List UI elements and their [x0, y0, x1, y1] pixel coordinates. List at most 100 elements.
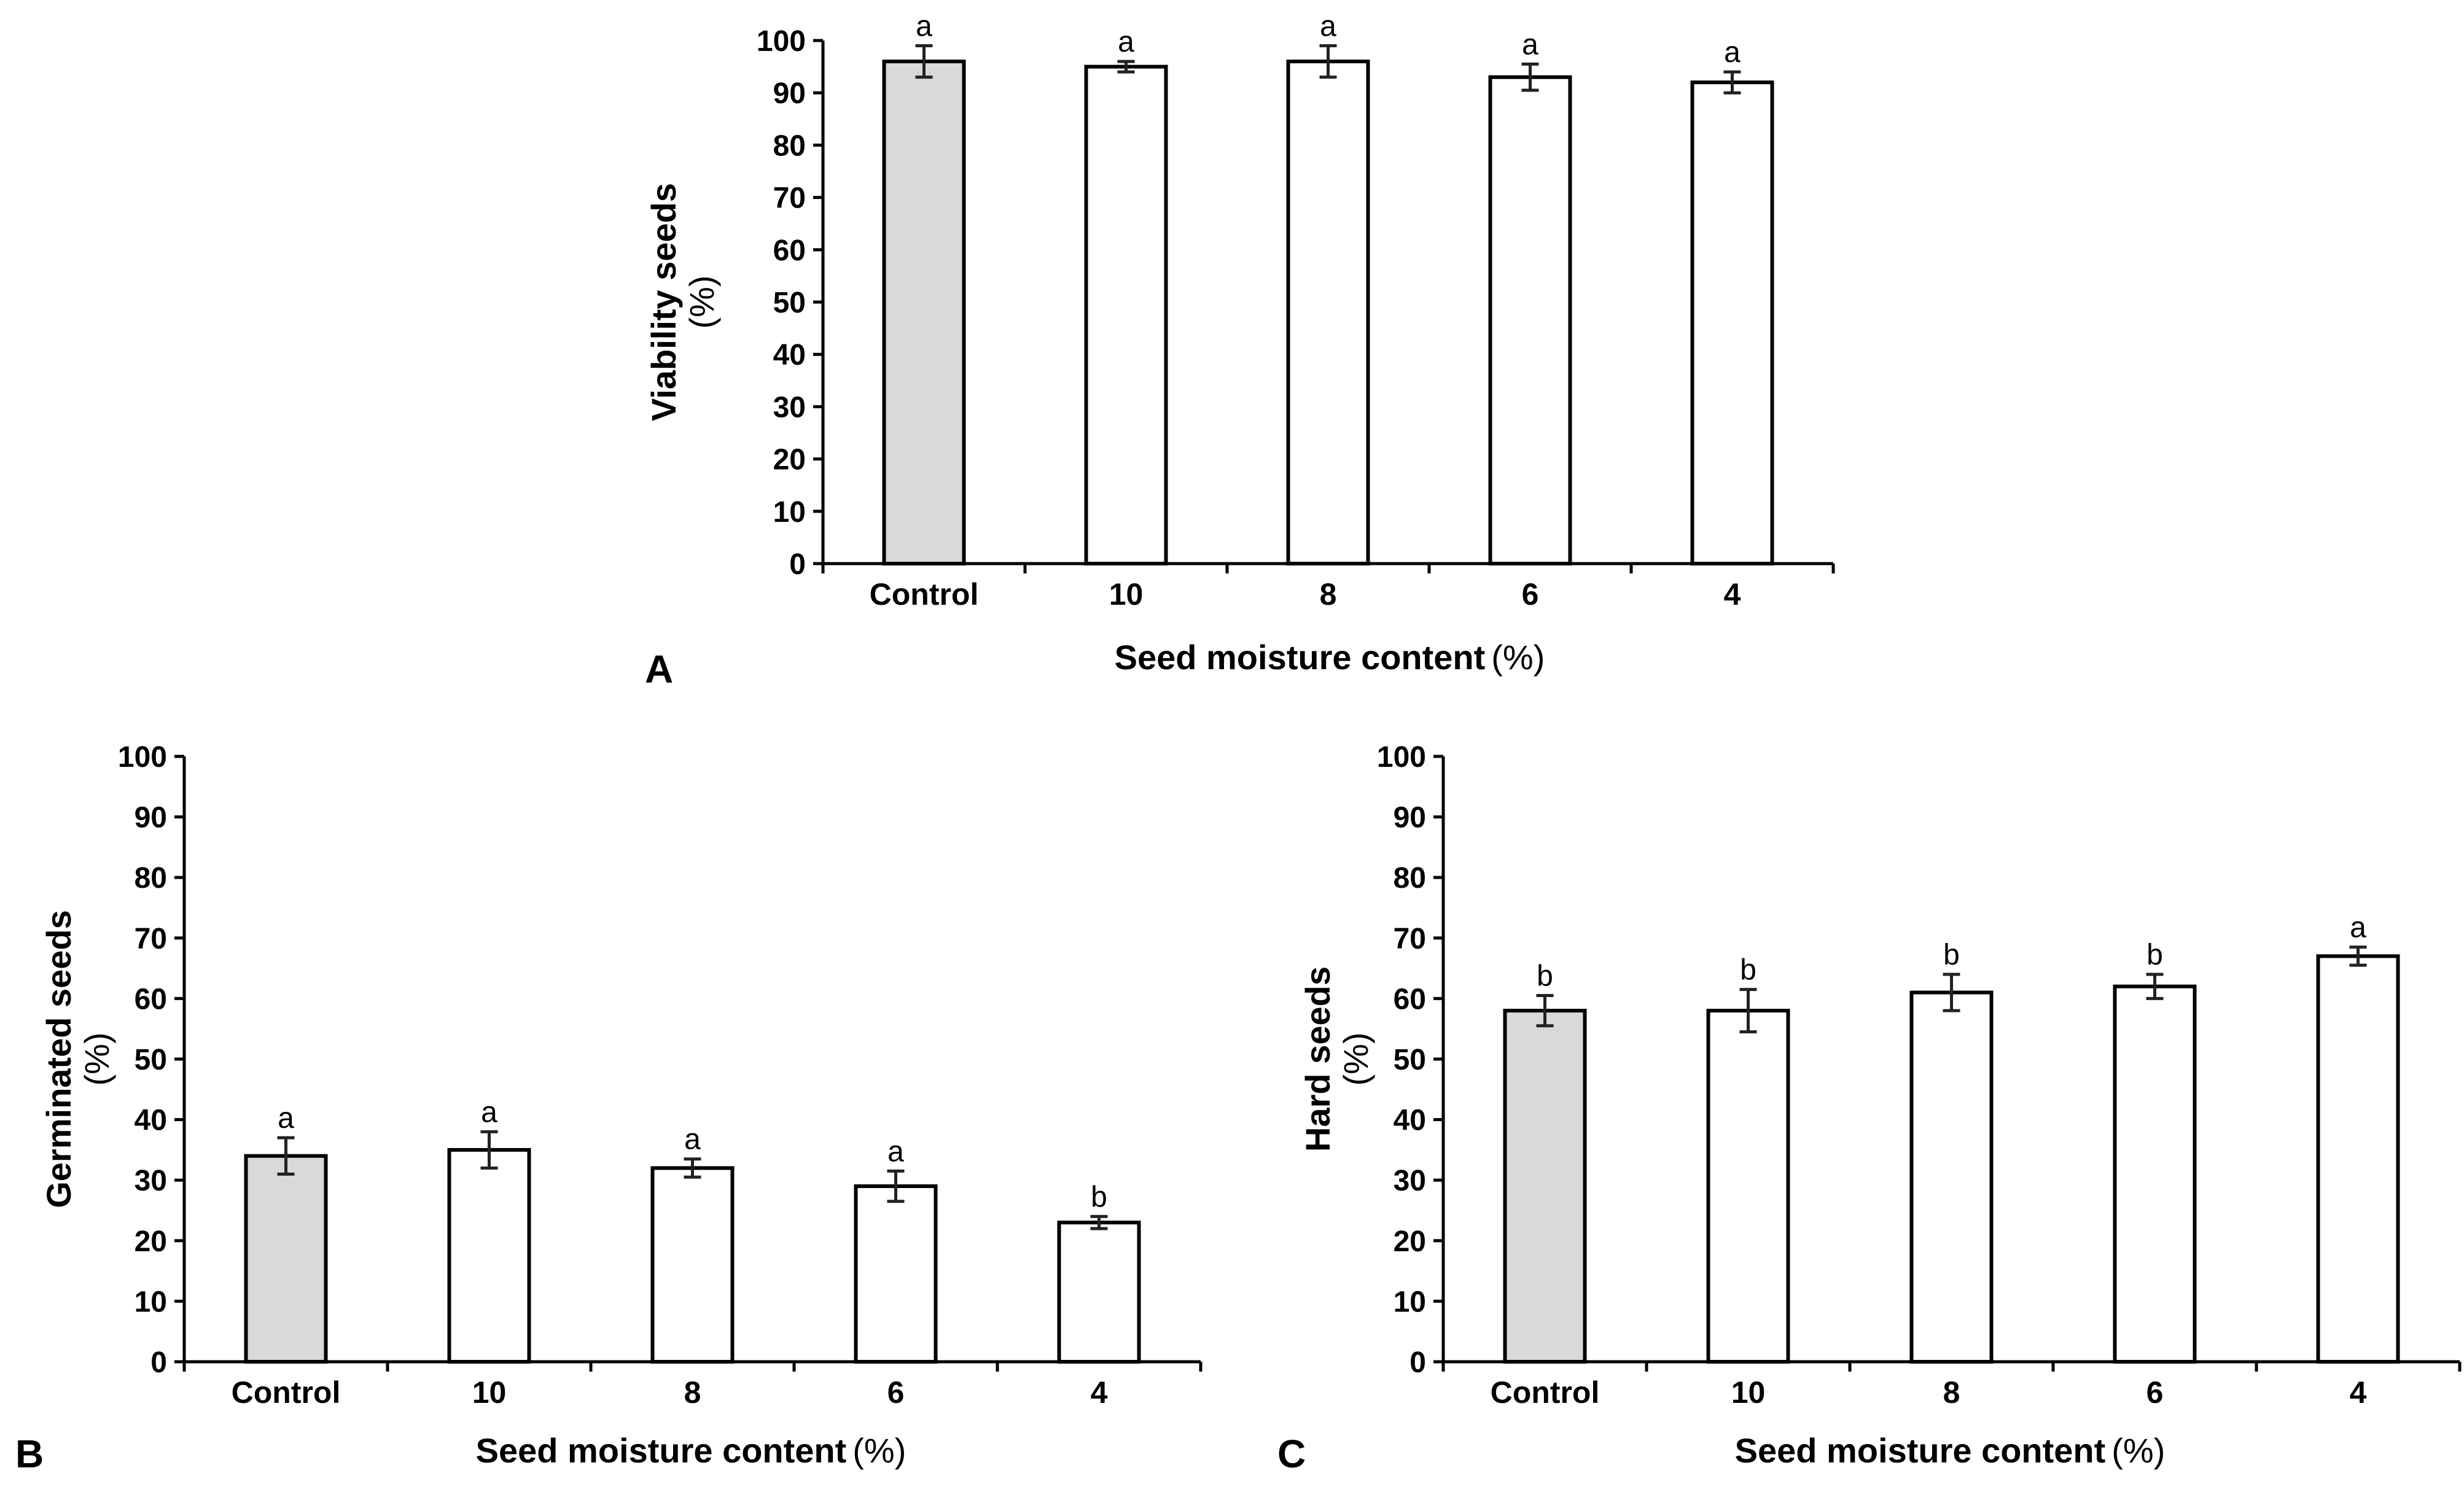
significance-letter: a — [278, 1102, 294, 1135]
y-tick-label: 50 — [1394, 1044, 1426, 1076]
x-axis-title-text: Seed moisture content — [1735, 1431, 2106, 1470]
y-tick-label: 90 — [773, 77, 806, 110]
y-tick-label: 20 — [135, 1225, 167, 1258]
significance-letter: a — [1724, 36, 1741, 69]
y-tick-label: 60 — [773, 235, 806, 267]
y-axis-title: Germinated seeds — [39, 910, 78, 1208]
bar — [1690, 80, 1774, 566]
y-tick-label: 90 — [135, 802, 167, 834]
bar — [854, 1184, 938, 1364]
bar — [244, 1154, 328, 1364]
x-tick-label: Control — [870, 577, 979, 611]
y-tick-label: 20 — [1394, 1225, 1426, 1258]
bar — [1286, 60, 1370, 565]
y-tick-label: 0 — [1409, 1346, 1426, 1379]
x-tick-label: 6 — [2146, 1375, 2164, 1410]
y-axis-title: Hard seeds — [1298, 966, 1337, 1152]
bar — [882, 60, 966, 565]
y-axis-title: Viability seeds — [644, 183, 683, 421]
y-tick-label: 70 — [1394, 923, 1426, 955]
bar — [2316, 954, 2400, 1364]
significance-letter: b — [1740, 954, 1756, 987]
x-tick-label: Control — [1491, 1375, 1600, 1410]
significance-letter: a — [684, 1124, 701, 1156]
y-axis-unit: (%) — [1336, 1032, 1375, 1085]
x-axis-title: Seed moisture content (%) — [476, 1431, 906, 1470]
y-tick-label: 50 — [135, 1044, 167, 1076]
x-tick-label: 8 — [1320, 577, 1337, 611]
y-tick-label: 10 — [135, 1286, 167, 1318]
x-tick-label: 6 — [887, 1375, 905, 1410]
panel-a-viability-chart: 0 10 20 30 40 50 60 70 80 90 100 a Control a 10 a 8 a 6 a 4 V… — [644, 10, 1835, 691]
bar — [447, 1147, 531, 1364]
y-tick-label: 20 — [773, 444, 806, 476]
y-tick-label: 100 — [757, 25, 806, 58]
bar — [2113, 984, 2197, 1364]
y-tick-label: 60 — [135, 983, 167, 1015]
significance-letter: a — [887, 1135, 904, 1168]
bar — [1909, 990, 1994, 1364]
bar — [1706, 1009, 1790, 1364]
y-tick-label: 60 — [1394, 983, 1426, 1015]
x-axis-title: Seed moisture content (%) — [1115, 638, 1545, 677]
panel-c-hard-seeds-chart: 0 10 20 30 40 50 60 70 80 90 100 b Control b 10 b 8 b 6 a 4 H… — [1277, 741, 2462, 1476]
y-axis-unit: (%) — [682, 275, 721, 328]
significance-letter: a — [1522, 28, 1538, 61]
panel-label: B — [15, 1432, 44, 1476]
y-tick-label: 70 — [773, 182, 806, 215]
y-tick-label: 80 — [773, 130, 806, 162]
significance-letter: a — [1320, 10, 1336, 43]
bar — [1057, 1221, 1141, 1364]
x-axis-title-text: Seed moisture content — [1115, 638, 1486, 677]
x-tick-label: 8 — [1943, 1375, 1960, 1410]
significance-letter: b — [2146, 939, 2163, 971]
y-tick-label: 70 — [135, 923, 167, 955]
x-tick-label: 4 — [1091, 1375, 1108, 1410]
significance-letter: b — [1537, 960, 1553, 992]
y-tick-label: 40 — [1394, 1105, 1426, 1137]
x-tick-label: 10 — [1731, 1375, 1766, 1410]
x-tick-label: 4 — [2350, 1375, 2367, 1410]
x-tick-label: 10 — [1109, 577, 1144, 611]
significance-letter: a — [481, 1096, 497, 1128]
significance-letter: b — [1091, 1181, 1107, 1213]
y-axis-unit: (%) — [77, 1032, 116, 1085]
significance-letter: a — [916, 10, 932, 43]
bar — [1084, 64, 1168, 566]
x-tick-label: 8 — [684, 1375, 701, 1410]
significance-letter: b — [1943, 939, 1960, 971]
y-tick-label: 40 — [773, 339, 806, 371]
x-tick-label: 10 — [472, 1375, 507, 1410]
y-tick-label: 100 — [118, 741, 167, 774]
bar — [1488, 75, 1572, 565]
y-tick-label: 30 — [135, 1165, 167, 1197]
y-tick-label: 80 — [1394, 862, 1426, 895]
bar — [1503, 1009, 1587, 1364]
panel-label: A — [645, 647, 673, 691]
panel-label: C — [1277, 1432, 1306, 1476]
panel-b-germinated-chart: 0 10 20 30 40 50 60 70 80 90 100 a Control a 10 a 8 a 6 b 4 G… — [15, 741, 1203, 1476]
bar — [650, 1166, 735, 1364]
y-tick-label: 0 — [150, 1346, 167, 1379]
x-axis-unit: (%) — [2111, 1431, 2165, 1470]
x-tick-label: 6 — [1522, 577, 1539, 611]
significance-letter: a — [1118, 26, 1134, 58]
y-tick-label: 10 — [1394, 1286, 1426, 1318]
x-axis-unit: (%) — [852, 1431, 906, 1470]
y-tick-label: 100 — [1377, 741, 1426, 774]
y-tick-label: 10 — [773, 496, 806, 529]
y-tick-label: 90 — [1394, 802, 1426, 834]
x-tick-label: 4 — [1724, 577, 1741, 611]
y-tick-label: 0 — [789, 548, 806, 581]
y-tick-label: 30 — [773, 391, 806, 424]
x-tick-label: Control — [232, 1375, 341, 1410]
x-axis-title: Seed moisture content (%) — [1735, 1431, 2166, 1470]
y-tick-label: 80 — [135, 862, 167, 895]
y-tick-label: 40 — [135, 1105, 167, 1137]
y-tick-label: 50 — [773, 287, 806, 319]
y-tick-label: 30 — [1394, 1165, 1426, 1197]
x-axis-title-text: Seed moisture content — [476, 1431, 847, 1470]
significance-letter: a — [2350, 912, 2366, 944]
x-axis-unit: (%) — [1491, 638, 1545, 677]
